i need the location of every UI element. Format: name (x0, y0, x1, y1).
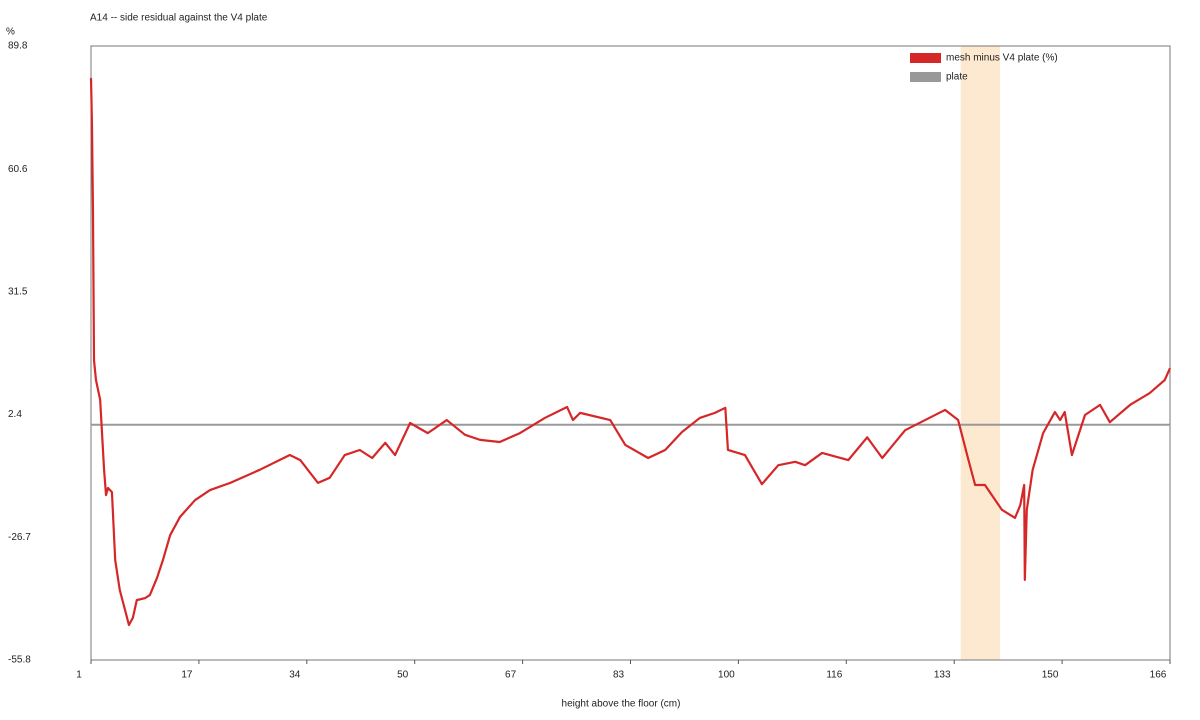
y-tick-label: -55.8 (8, 655, 31, 666)
x-tick-label: 67 (505, 670, 517, 681)
x-tick-label: 34 (289, 670, 301, 681)
data-line (89, 78, 1172, 627)
legend-swatch (910, 53, 941, 63)
legend-label: plate (946, 72, 968, 83)
x-tick-label: 150 (1042, 670, 1059, 681)
y-tick-label: -26.7 (8, 532, 31, 543)
plot-frame (90, 45, 1171, 661)
y-axis-label: % (6, 27, 15, 38)
x-axis-label: height above the floor (cm) (562, 699, 681, 710)
y-tick-label: 2.4 (8, 409, 22, 420)
x-tick-label: 100 (718, 670, 735, 681)
y-tick-label: 31.5 (8, 286, 28, 297)
x-tick-label: 17 (181, 670, 193, 681)
x-tick-label: 133 (934, 670, 951, 681)
y-tick-label: 60.6 (8, 164, 28, 175)
legend-label: mesh minus V4 plate (%) (946, 53, 1058, 64)
x-tick-label: 166 (1150, 670, 1167, 681)
chart-title: A14 -- side residual against the V4 plat… (90, 13, 268, 24)
legend-swatch (910, 72, 941, 82)
x-tick-label: 83 (613, 670, 625, 681)
x-tick-label: 1 (76, 670, 82, 681)
x-tick-label: 50 (397, 670, 409, 681)
y-tick-label: 89.8 (8, 41, 28, 52)
shaded-band (960, 46, 1000, 660)
x-tick-label: 116 (826, 670, 842, 681)
